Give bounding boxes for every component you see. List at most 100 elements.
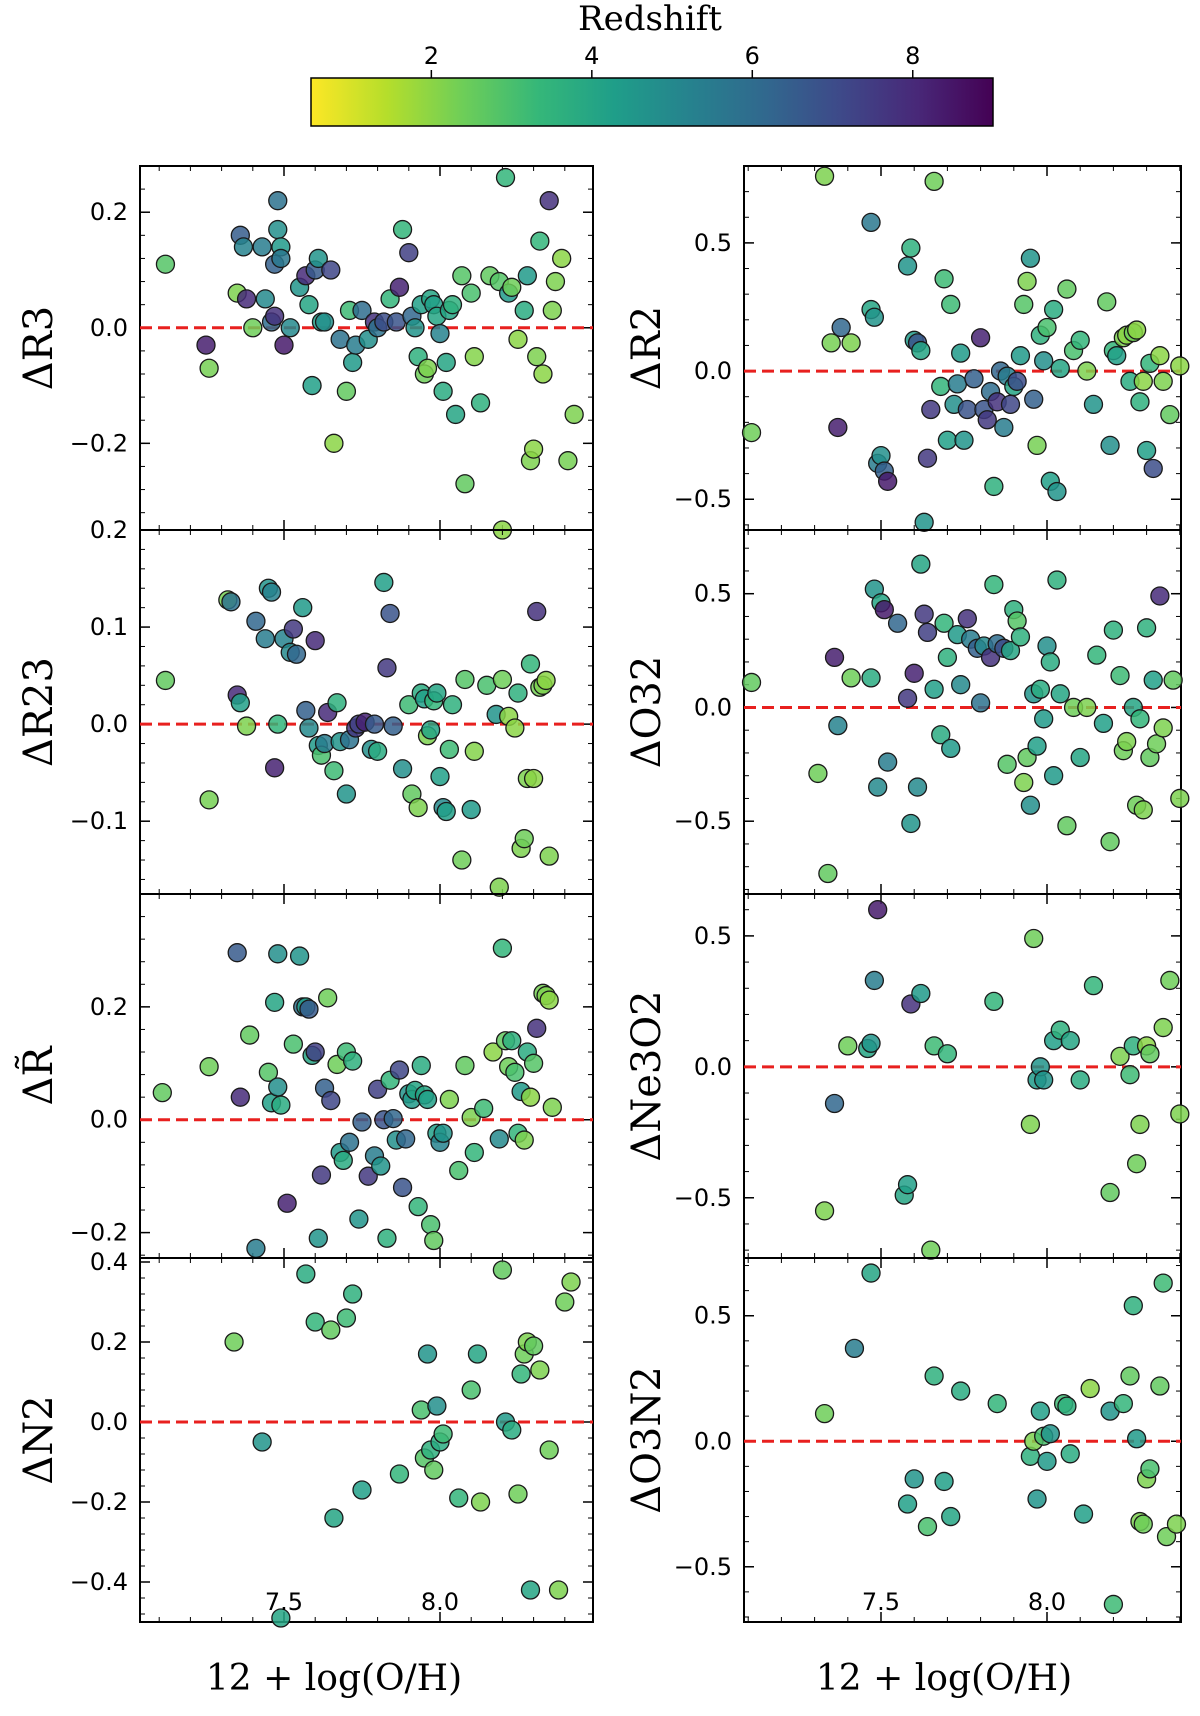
y-tick-label: 0.0 [694, 1053, 732, 1081]
data-point [342, 352, 363, 373]
data-point [987, 1393, 1007, 1414]
data-point [377, 1228, 397, 1248]
data-point [1170, 1104, 1190, 1124]
y-tick-label: −0.2 [70, 1488, 128, 1516]
y-tick-label: 0.0 [90, 1106, 128, 1134]
data-point [392, 219, 413, 240]
data-point [1170, 788, 1190, 809]
colorbar-tick-label: 4 [584, 42, 599, 70]
data-point [268, 714, 288, 734]
data-point [1130, 392, 1150, 412]
data-point [299, 718, 319, 738]
data-point [420, 1215, 441, 1235]
data-point [439, 1089, 460, 1110]
data-point [349, 1209, 369, 1229]
data-point [252, 1432, 272, 1452]
data-point [1153, 371, 1173, 391]
data-point [508, 683, 528, 703]
data-point [427, 1396, 447, 1416]
panel-delta-n2: −0.4 −0.2 0.0 0.2 0.4 ΔN2 [16, 1248, 594, 1628]
data-point [1050, 358, 1070, 379]
data-point [1007, 371, 1027, 391]
data-point [1130, 1114, 1150, 1135]
data-point [901, 813, 921, 834]
data-point [828, 716, 848, 736]
data-point [545, 271, 566, 292]
data-point [1037, 1451, 1057, 1471]
data-point [1120, 1065, 1140, 1085]
data-point [452, 266, 472, 286]
data-point [152, 1082, 172, 1103]
data-point [240, 1025, 260, 1045]
y-tick-label: 0.1 [90, 613, 128, 641]
data-point [1034, 709, 1054, 729]
data-point [352, 300, 372, 321]
y-tick-label: −0.4 [70, 1568, 128, 1596]
data-point [934, 269, 954, 289]
data-point [861, 1263, 881, 1283]
data-point [1097, 292, 1117, 312]
data-point [445, 404, 466, 425]
data-point [951, 1381, 971, 1401]
data-point [517, 266, 538, 286]
data-point [233, 237, 254, 257]
data-point [1113, 1393, 1134, 1414]
data-point [937, 430, 958, 450]
data-point [1040, 652, 1060, 672]
data-point [887, 613, 908, 633]
data-point [314, 312, 335, 332]
data-point [1143, 458, 1163, 479]
data-point [383, 716, 403, 736]
data-point [1014, 294, 1034, 315]
data-point [824, 1093, 845, 1114]
data-point [1160, 404, 1180, 425]
data-point [907, 777, 928, 797]
y-axis-label: ΔR23 [16, 657, 62, 767]
data-point [1057, 816, 1077, 836]
data-point [492, 938, 513, 958]
data-point [271, 248, 291, 269]
data-point [442, 695, 463, 715]
data-point [874, 599, 894, 620]
data-point [474, 1098, 494, 1119]
data-point [861, 212, 881, 233]
data-point [489, 1129, 509, 1149]
data-point [1083, 976, 1104, 996]
data-point [302, 375, 322, 396]
data-point [539, 846, 559, 866]
data-point [196, 335, 216, 355]
data-point [268, 944, 288, 964]
data-point [1037, 317, 1057, 338]
data-point [520, 1087, 541, 1107]
data-point [505, 718, 525, 738]
data-point [336, 1308, 357, 1328]
data-point [399, 243, 419, 263]
data-point [1150, 346, 1170, 366]
panel-frame [743, 529, 1182, 895]
data-point [367, 741, 388, 761]
data-point [561, 1272, 581, 1292]
data-point [255, 629, 275, 649]
data-point [1126, 1154, 1147, 1174]
data-point [427, 683, 447, 703]
data-point [523, 1336, 544, 1356]
data-point [305, 1042, 325, 1062]
data-point [1163, 670, 1183, 690]
data-point [1057, 279, 1077, 299]
data-point [283, 619, 304, 639]
data-point [464, 741, 484, 761]
data-point [957, 609, 977, 629]
data-point [333, 1150, 353, 1171]
data-point [246, 1238, 266, 1259]
data-point [1100, 1182, 1120, 1203]
colorbar-tick-label: 8 [905, 42, 920, 70]
data-point [286, 644, 307, 664]
data-point [455, 474, 475, 494]
data-point [321, 260, 341, 280]
data-point [977, 410, 997, 430]
data-point [424, 1460, 444, 1480]
data-point [1133, 371, 1153, 391]
data-point [1014, 772, 1034, 793]
data-point [1170, 356, 1190, 376]
y-tick-label: 0.5 [694, 1302, 732, 1330]
